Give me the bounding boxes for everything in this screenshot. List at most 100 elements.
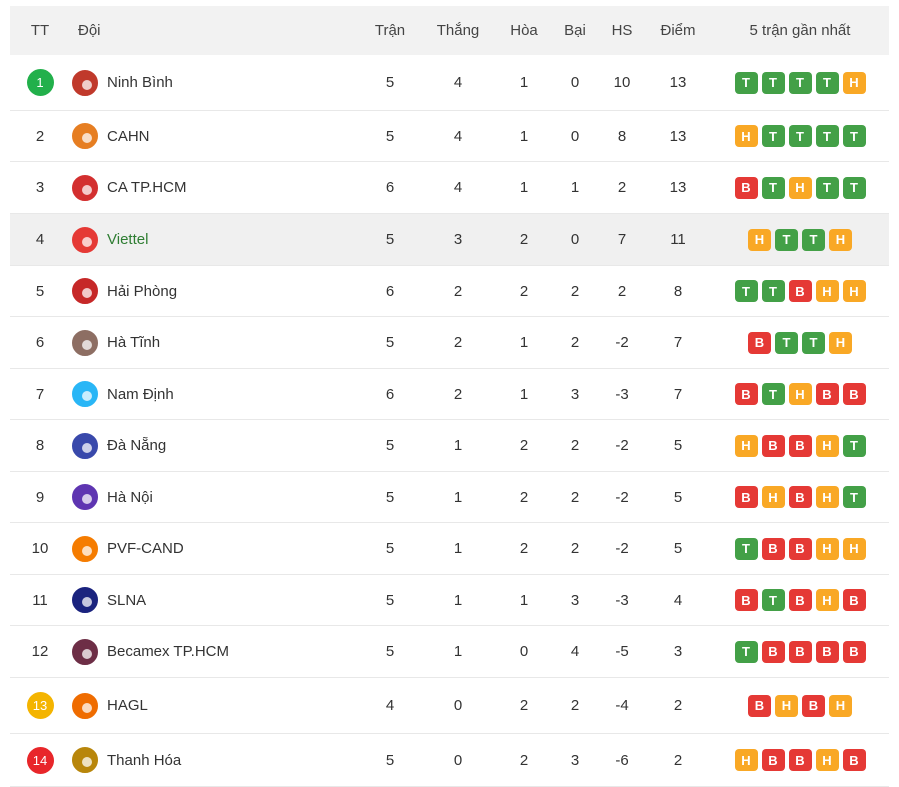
- won-cell: 0: [453, 697, 463, 714]
- points-cell: 4: [673, 591, 683, 609]
- team-name[interactable]: PVF-CAND: [107, 540, 184, 557]
- won-cell: 2: [453, 282, 463, 300]
- drawn-cell: 1: [519, 591, 529, 609]
- table-row[interactable]: 3 CA TP.HCM 6 4 1 1 2 13 B T H T T: [10, 162, 889, 214]
- team-name[interactable]: Ninh Bình: [107, 74, 173, 91]
- table-row[interactable]: 6 Hà Tĩnh 5 2 1 2 -2 7 B T T H: [10, 317, 889, 369]
- table-row[interactable]: 2 CAHN 5 4 1 0 8 13 H T T T T: [10, 111, 889, 162]
- header-team[interactable]: Đội: [78, 22, 101, 39]
- form-badge: T: [734, 71, 758, 94]
- form-badge: H: [829, 331, 852, 354]
- team-name[interactable]: Viettel: [107, 231, 149, 248]
- header-goal-difference[interactable]: HS: [611, 22, 633, 39]
- drawn-cell: 1: [519, 127, 529, 145]
- header-lost[interactable]: Bại: [564, 22, 586, 39]
- team-cell[interactable]: Ninh Bình: [72, 55, 372, 110]
- lost-cell: 0: [570, 231, 580, 248]
- lost-cell: 2: [570, 488, 580, 506]
- form-badge: B: [788, 486, 812, 508]
- won-cell: 1: [453, 488, 463, 506]
- team-name[interactable]: Becamex TP.HCM: [107, 643, 229, 660]
- team-cell[interactable]: PVF-CAND: [72, 523, 372, 574]
- header-won[interactable]: Thắng: [436, 22, 480, 39]
- form-badge: T: [734, 537, 758, 560]
- team-cell[interactable]: Becamex TP.HCM: [72, 626, 372, 677]
- team-name[interactable]: HAGL: [107, 697, 148, 714]
- form-badge: T: [788, 71, 812, 94]
- goal-difference-cell: -2: [615, 488, 629, 506]
- goal-difference-cell: -2: [615, 334, 629, 351]
- form-badge: B: [761, 434, 785, 457]
- table-row[interactable]: 13 HAGL 4 0 2 2 -4 2 B H B H: [10, 678, 889, 734]
- drawn-cell: 1: [519, 179, 529, 196]
- form-badge: T: [815, 125, 839, 147]
- form-badge: H: [734, 125, 758, 147]
- rank-cell: 2: [35, 127, 45, 145]
- team-cell[interactable]: Hải Phòng: [72, 266, 372, 316]
- team-cell[interactable]: CAHN: [72, 111, 372, 161]
- team-cell[interactable]: Nam Định: [72, 369, 372, 419]
- team-cell[interactable]: Đà Nẵng: [72, 420, 372, 471]
- played-cell: 5: [385, 74, 395, 91]
- team-cell[interactable]: Hà Tĩnh: [72, 317, 372, 368]
- team-cell[interactable]: SLNA: [72, 575, 372, 625]
- won-cell: 2: [453, 334, 463, 351]
- rank-badge: 14: [26, 746, 54, 774]
- form-badge: T: [761, 176, 785, 199]
- rank-cell: 4: [35, 231, 45, 248]
- table-row[interactable]: 5 Hải Phòng 6 2 2 2 2 8 T T B H H: [10, 266, 889, 317]
- team-cell[interactable]: CA TP.HCM: [72, 162, 372, 213]
- team-name[interactable]: Thanh Hóa: [107, 751, 182, 769]
- ha-noi-logo-icon: [72, 484, 98, 510]
- table-row[interactable]: 14 Thanh Hóa 5 0 2 3 -6 2 H B B H B: [10, 734, 889, 787]
- team-name[interactable]: Hải Phòng: [107, 282, 178, 300]
- rank-cell: 9: [35, 488, 45, 506]
- form-badge: B: [734, 589, 758, 611]
- viettel-logo-icon: [72, 226, 98, 253]
- header-points[interactable]: Điểm: [660, 22, 696, 39]
- table-row[interactable]: 8 Đà Nẵng 5 1 2 2 -2 5 H B B H T: [10, 420, 889, 472]
- team-name[interactable]: Hà Tĩnh: [107, 334, 161, 351]
- form-badge: T: [842, 176, 866, 199]
- table-row[interactable]: 7 Nam Định 6 2 1 3 -3 7 B T H B B: [10, 369, 889, 420]
- team-cell[interactable]: Hà Nội: [72, 472, 372, 522]
- table-row[interactable]: 4 Viettel 5 3 2 0 7 11 H T T H: [10, 214, 889, 266]
- team-name[interactable]: Nam Định: [107, 385, 174, 403]
- rank-badge: 13: [26, 692, 54, 719]
- team-name[interactable]: Đà Nẵng: [107, 437, 167, 454]
- form-badge: B: [734, 486, 758, 508]
- table-row[interactable]: 1 Ninh Bình 5 4 1 0 10 13 T T T T H: [10, 55, 889, 111]
- table-row[interactable]: 10 PVF-CAND 5 1 2 2 -2 5 T B B H H: [10, 523, 889, 575]
- team-cell[interactable]: Viettel: [72, 214, 372, 265]
- won-cell: 0: [453, 751, 463, 769]
- header-drawn[interactable]: Hòa: [510, 22, 538, 39]
- table-row[interactable]: 12 Becamex TP.HCM 5 1 0 4 -5 3 T B B B B: [10, 626, 889, 678]
- team-cell[interactable]: HAGL: [72, 678, 372, 733]
- form-badge: B: [788, 640, 812, 663]
- form-badge: B: [761, 749, 785, 771]
- form-badge: T: [761, 71, 785, 94]
- table-row[interactable]: 11 SLNA 5 1 1 3 -3 4 B T B H B: [10, 575, 889, 626]
- table-row[interactable]: 9 Hà Nội 5 1 2 2 -2 5 B H B H T: [10, 472, 889, 523]
- played-cell: 5: [385, 334, 395, 351]
- header-rank[interactable]: TT: [30, 22, 50, 39]
- goal-difference-cell: -4: [615, 697, 629, 714]
- form-badge: B: [842, 383, 866, 405]
- team-name[interactable]: CAHN: [107, 127, 150, 145]
- team-name[interactable]: SLNA: [107, 591, 147, 609]
- slna-logo-icon: [72, 587, 98, 613]
- hagl-logo-icon: [72, 692, 98, 719]
- team-name[interactable]: CA TP.HCM: [107, 179, 187, 196]
- drawn-cell: 1: [519, 74, 529, 91]
- team-name[interactable]: Hà Nội: [107, 488, 153, 506]
- team-cell[interactable]: Thanh Hóa: [72, 734, 372, 786]
- header-played[interactable]: Trận: [374, 22, 406, 39]
- won-cell: 4: [453, 127, 463, 145]
- goal-difference-cell: -5: [615, 643, 629, 660]
